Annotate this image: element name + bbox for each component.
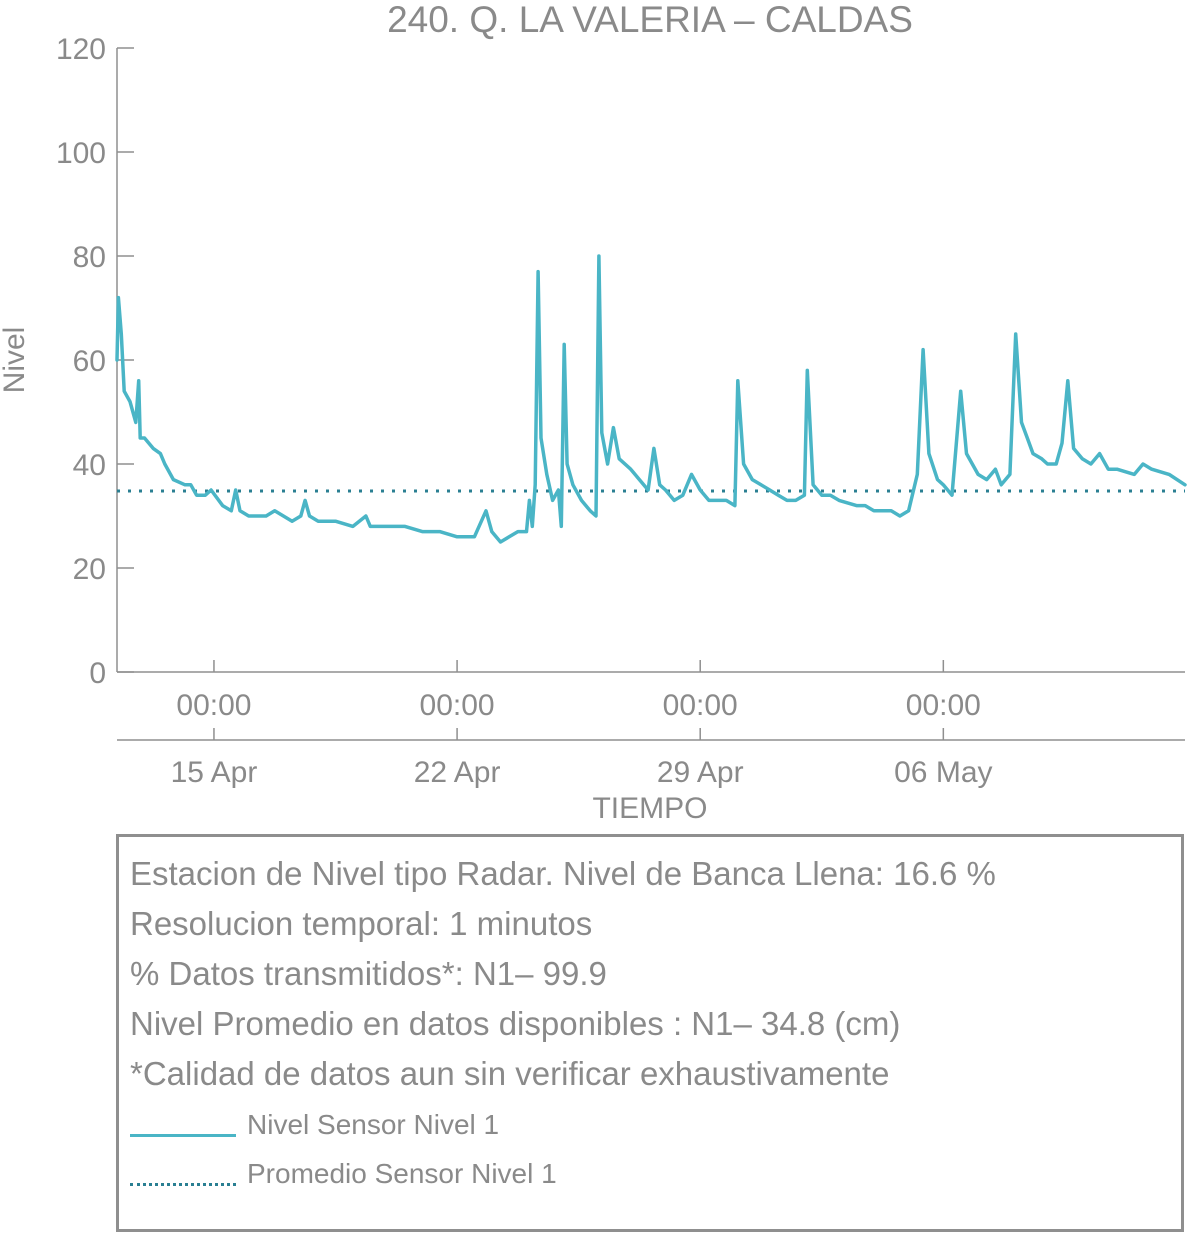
info-line-resolution: Resolucion temporal: 1 minutos — [130, 905, 593, 942]
y-tick-label: 60 — [73, 345, 106, 378]
info-line-station: Estacion de Nivel tipo Radar. Nivel de B… — [130, 855, 996, 892]
x-tick-time-label: 00:00 — [420, 689, 495, 722]
y-tick-label: 40 — [73, 449, 106, 482]
axes: 0 20 40 60 80 100 120 00:00 15 Apr 00:00 22 Apr 00:… — [56, 33, 1185, 789]
info-box: Estacion de Nivel tipo Radar. Nivel de B… — [116, 834, 1184, 1232]
y-axis-label: Nivel — [0, 327, 31, 394]
x-tick-date-label: 06 May — [894, 756, 992, 789]
x-tick-date-label: 15 Apr — [171, 756, 258, 789]
level-series-line — [115, 254, 1187, 544]
x-axis-label: TIEMPO — [592, 792, 707, 825]
legend-label-average: Promedio Sensor Nivel 1 — [247, 1158, 557, 1189]
y-tick-label: 100 — [56, 137, 106, 170]
x-tick-date-label: 29 Apr — [657, 756, 744, 789]
info-line-transmitted: % Datos transmitidos*: N1– 99.9 — [130, 955, 607, 992]
x-tick-time-label: 00:00 — [176, 689, 251, 722]
x-tick-time-label: 00:00 — [906, 689, 981, 722]
y-tick-label: 80 — [73, 241, 106, 274]
x-tick-time-label: 00:00 — [663, 689, 738, 722]
chart-title: 240. Q. LA VALERIA – CALDAS — [387, 0, 913, 40]
legend-swatch-average — [130, 1183, 236, 1186]
legend-label-level: Nivel Sensor Nivel 1 — [247, 1109, 500, 1140]
level-chart: 240. Q. LA VALERIA – CALDAS Nivel TIEMPO… — [0, 0, 1187, 825]
y-tick-label: 120 — [56, 33, 106, 66]
info-line-average: Nivel Promedio en datos disponibles : N1… — [130, 1005, 901, 1042]
y-tick-label: 0 — [89, 657, 106, 690]
y-tick-label: 20 — [73, 553, 106, 586]
info-line-quality-note: *Calidad de datos aun sin verificar exha… — [130, 1055, 890, 1092]
plot-area — [115, 254, 1187, 544]
x-tick-date-label: 22 Apr — [414, 756, 501, 789]
legend-swatch-level — [130, 1134, 236, 1137]
